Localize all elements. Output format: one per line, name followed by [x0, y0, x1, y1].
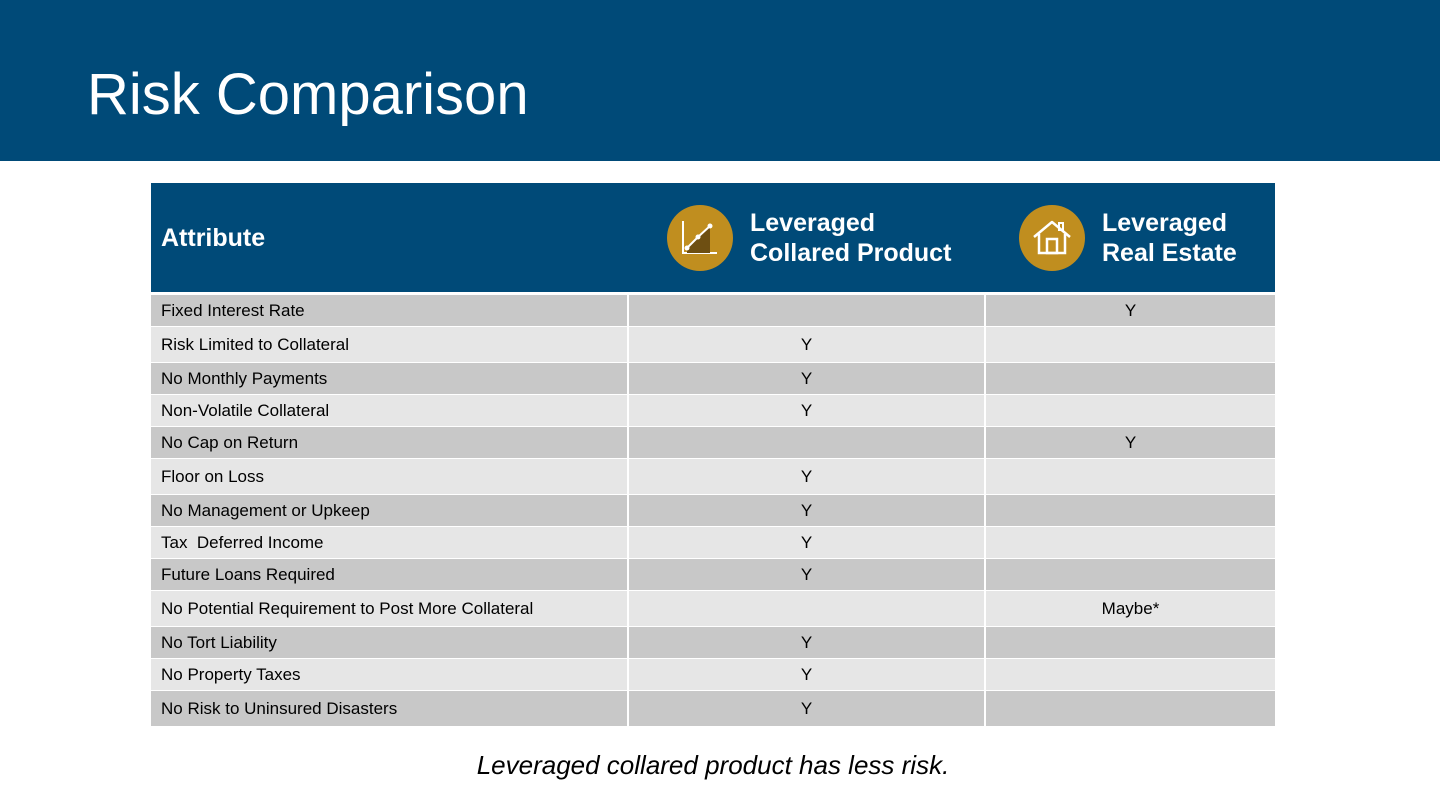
- column-header-attribute-label: Attribute: [161, 223, 266, 252]
- table-row: No Monthly Payments Y: [151, 363, 1275, 395]
- cell-product: Y: [629, 691, 986, 726]
- header-divider: [151, 292, 1275, 295]
- cell-real-estate: [986, 659, 1275, 690]
- table-row: No Tort Liability Y: [151, 627, 1275, 659]
- table-row: Risk Limited to Collateral Y: [151, 327, 1275, 363]
- cell-attribute: No Monthly Payments: [151, 363, 629, 394]
- cell-real-estate: [986, 327, 1275, 362]
- table-header: Attribute Leveraged Collared Product: [151, 183, 1275, 292]
- column-header-product: Leveraged Collared Product: [667, 183, 1007, 292]
- cell-real-estate: [986, 527, 1275, 558]
- cell-product: Y: [629, 559, 986, 590]
- slide-caption: Leveraged collared product has less risk…: [476, 750, 950, 780]
- chart-line-icon: [667, 204, 733, 271]
- table-row: No Risk to Uninsured Disasters Y: [151, 691, 1275, 727]
- cell-attribute: No Property Taxes: [151, 659, 629, 690]
- column-header-real-estate-label: Leveraged Real Estate: [1102, 208, 1237, 267]
- house-icon: [1019, 204, 1085, 271]
- cell-real-estate: Y: [1124, 300, 1137, 320]
- table-row: No Cap on Return Y: [151, 427, 1275, 459]
- cell-product: Y: [629, 527, 986, 558]
- cell-product: Y: [629, 495, 986, 526]
- cell-real-estate: [986, 363, 1275, 394]
- table-row: Non-Volatile Collateral Y: [151, 395, 1275, 427]
- cell-product: Y: [629, 459, 986, 494]
- cell-product: Y: [629, 327, 986, 362]
- page-title: Risk Comparison: [87, 62, 529, 127]
- cell-product: [629, 427, 986, 458]
- cell-product: Y: [629, 627, 986, 658]
- cell-attribute: No Risk to Uninsured Disasters: [151, 691, 629, 726]
- cell-product: Y: [629, 659, 986, 690]
- cell-real-estate: [986, 691, 1275, 726]
- cell-real-estate: [986, 627, 1275, 658]
- table-row: No Property Taxes Y: [151, 659, 1275, 691]
- column-header-attribute: Attribute: [161, 183, 621, 292]
- cell-real-estate: Maybe*: [1101, 598, 1160, 618]
- cell-product: [629, 295, 986, 326]
- table-row: No Potential Requirement to Post More Co…: [151, 591, 1275, 627]
- cell-real-estate: [986, 559, 1275, 590]
- table-row: Fixed Interest Rate Y: [151, 295, 1275, 327]
- table-row: Future Loans Required Y: [151, 559, 1275, 591]
- table-row: No Management or Upkeep Y: [151, 495, 1275, 527]
- table-row: Floor on Loss Y: [151, 459, 1275, 495]
- cell-real-estate: [986, 495, 1275, 526]
- cell-attribute: Tax Deferred Income: [151, 527, 629, 558]
- column-header-product-label: Leveraged Collared Product: [750, 208, 952, 267]
- cell-attribute: No Cap on Return: [151, 427, 629, 458]
- cell-attribute: Non-Volatile Collateral: [151, 395, 629, 426]
- cell-attribute: No Management or Upkeep: [151, 495, 629, 526]
- cell-attribute: Fixed Interest Rate: [151, 295, 629, 326]
- title-band: Risk Comparison: [0, 0, 1440, 161]
- table-row: Tax Deferred Income Y: [151, 527, 1275, 559]
- cell-attribute: Future Loans Required: [151, 559, 629, 590]
- cell-real-estate: [986, 395, 1275, 426]
- cell-product: Y: [629, 395, 986, 426]
- cell-product: Y: [629, 363, 986, 394]
- cell-real-estate: Y: [1124, 432, 1137, 452]
- cell-product: [629, 591, 986, 626]
- cell-attribute: Risk Limited to Collateral: [151, 327, 629, 362]
- cell-attribute: No Tort Liability: [151, 627, 629, 658]
- column-header-real-estate: Leveraged Real Estate: [1019, 183, 1269, 292]
- cell-attribute: Floor on Loss: [151, 459, 629, 494]
- cell-real-estate: [986, 459, 1275, 494]
- cell-attribute: No Potential Requirement to Post More Co…: [151, 591, 629, 626]
- comparison-table: Attribute Leveraged Collared Product: [151, 183, 1275, 727]
